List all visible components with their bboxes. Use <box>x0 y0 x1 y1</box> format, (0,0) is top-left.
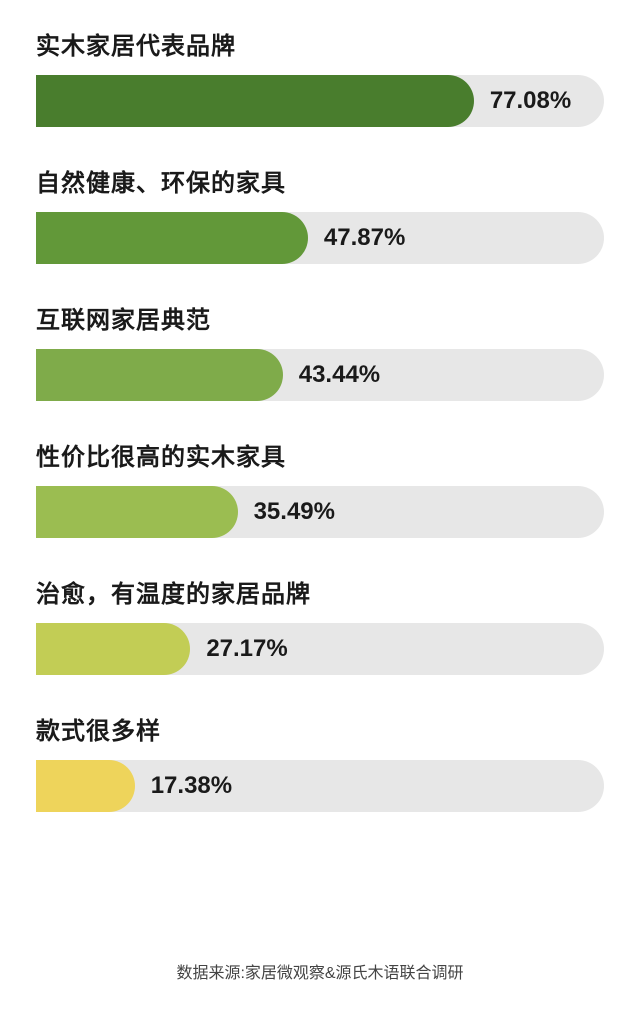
bar-label: 治愈，有温度的家居品牌 <box>36 574 604 609</box>
bar-value: 77.08% <box>490 87 571 115</box>
bar-row: 实木家居代表品牌 77.08% <box>36 26 604 127</box>
bar-label: 实木家居代表品牌 <box>36 26 604 61</box>
bar-track: 35.49% <box>36 486 604 538</box>
bar-row: 互联网家居典范 43.44% <box>36 300 604 401</box>
bar-fill <box>36 212 308 264</box>
bar-value: 43.44% <box>299 361 380 389</box>
bar-fill <box>36 486 238 538</box>
bar-label: 性价比很高的实木家具 <box>36 437 604 472</box>
bar-label: 款式很多样 <box>36 711 604 746</box>
bar-fill <box>36 75 474 127</box>
bar-value: 47.87% <box>324 224 405 252</box>
bar-fill <box>36 623 190 675</box>
bar-value: 17.38% <box>151 772 232 800</box>
bar-fill <box>36 760 135 812</box>
bar-label: 互联网家居典范 <box>36 300 604 335</box>
bar-fill <box>36 349 283 401</box>
bar-row: 自然健康、环保的家具 47.87% <box>36 163 604 264</box>
bar-row: 款式很多样 17.38% <box>36 711 604 812</box>
bar-track: 17.38% <box>36 760 604 812</box>
bar-chart: 实木家居代表品牌 77.08% 自然健康、环保的家具 47.87% 互联网家居典范 43.… <box>0 0 640 812</box>
bar-value: 27.17% <box>206 635 287 663</box>
bar-value: 35.49% <box>254 498 335 526</box>
bar-track: 47.87% <box>36 212 604 264</box>
bar-row: 性价比很高的实木家具 35.49% <box>36 437 604 538</box>
bar-track: 43.44% <box>36 349 604 401</box>
bar-track: 77.08% <box>36 75 604 127</box>
bar-track: 27.17% <box>36 623 604 675</box>
bar-label: 自然健康、环保的家具 <box>36 163 604 198</box>
data-source-caption: 数据来源:家居微观察&源氏木语联合调研 <box>0 959 640 983</box>
bar-row: 治愈，有温度的家居品牌 27.17% <box>36 574 604 675</box>
